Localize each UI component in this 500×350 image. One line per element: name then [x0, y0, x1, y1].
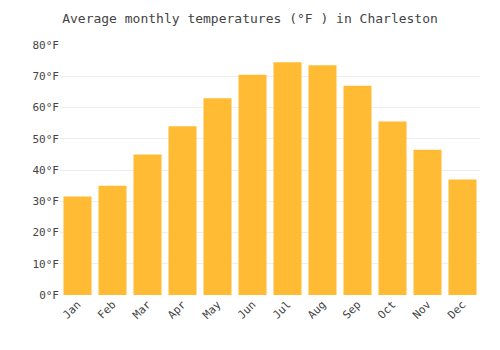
- svg-text:40°F: 40°F: [33, 164, 60, 177]
- svg-text:0°F: 0°F: [39, 289, 59, 302]
- svg-text:Dec: Dec: [445, 298, 468, 321]
- svg-text:Jul: Jul: [270, 298, 293, 321]
- svg-text:Feb: Feb: [95, 298, 118, 321]
- svg-text:50°F: 50°F: [33, 133, 60, 146]
- svg-text:Sep: Sep: [340, 298, 363, 321]
- svg-text:Jun: Jun: [235, 298, 258, 321]
- svg-text:70°F: 70°F: [33, 70, 60, 83]
- svg-text:May: May: [200, 298, 224, 322]
- svg-text:80°F: 80°F: [33, 39, 60, 52]
- svg-text:Oct: Oct: [375, 298, 398, 321]
- svg-text:Average monthly temperatures (: Average monthly temperatures (°F ) in Ch…: [62, 11, 438, 26]
- svg-text:Jan: Jan: [60, 298, 83, 321]
- svg-text:20°F: 20°F: [33, 226, 60, 239]
- svg-text:60°F: 60°F: [33, 101, 60, 114]
- svg-text:10°F: 10°F: [33, 258, 60, 271]
- svg-text:Apr: Apr: [165, 298, 189, 322]
- svg-text:Nov: Nov: [410, 298, 434, 322]
- svg-text:30°F: 30°F: [33, 195, 60, 208]
- svg-text:Aug: Aug: [305, 298, 328, 321]
- svg-text:Mar: Mar: [130, 298, 154, 322]
